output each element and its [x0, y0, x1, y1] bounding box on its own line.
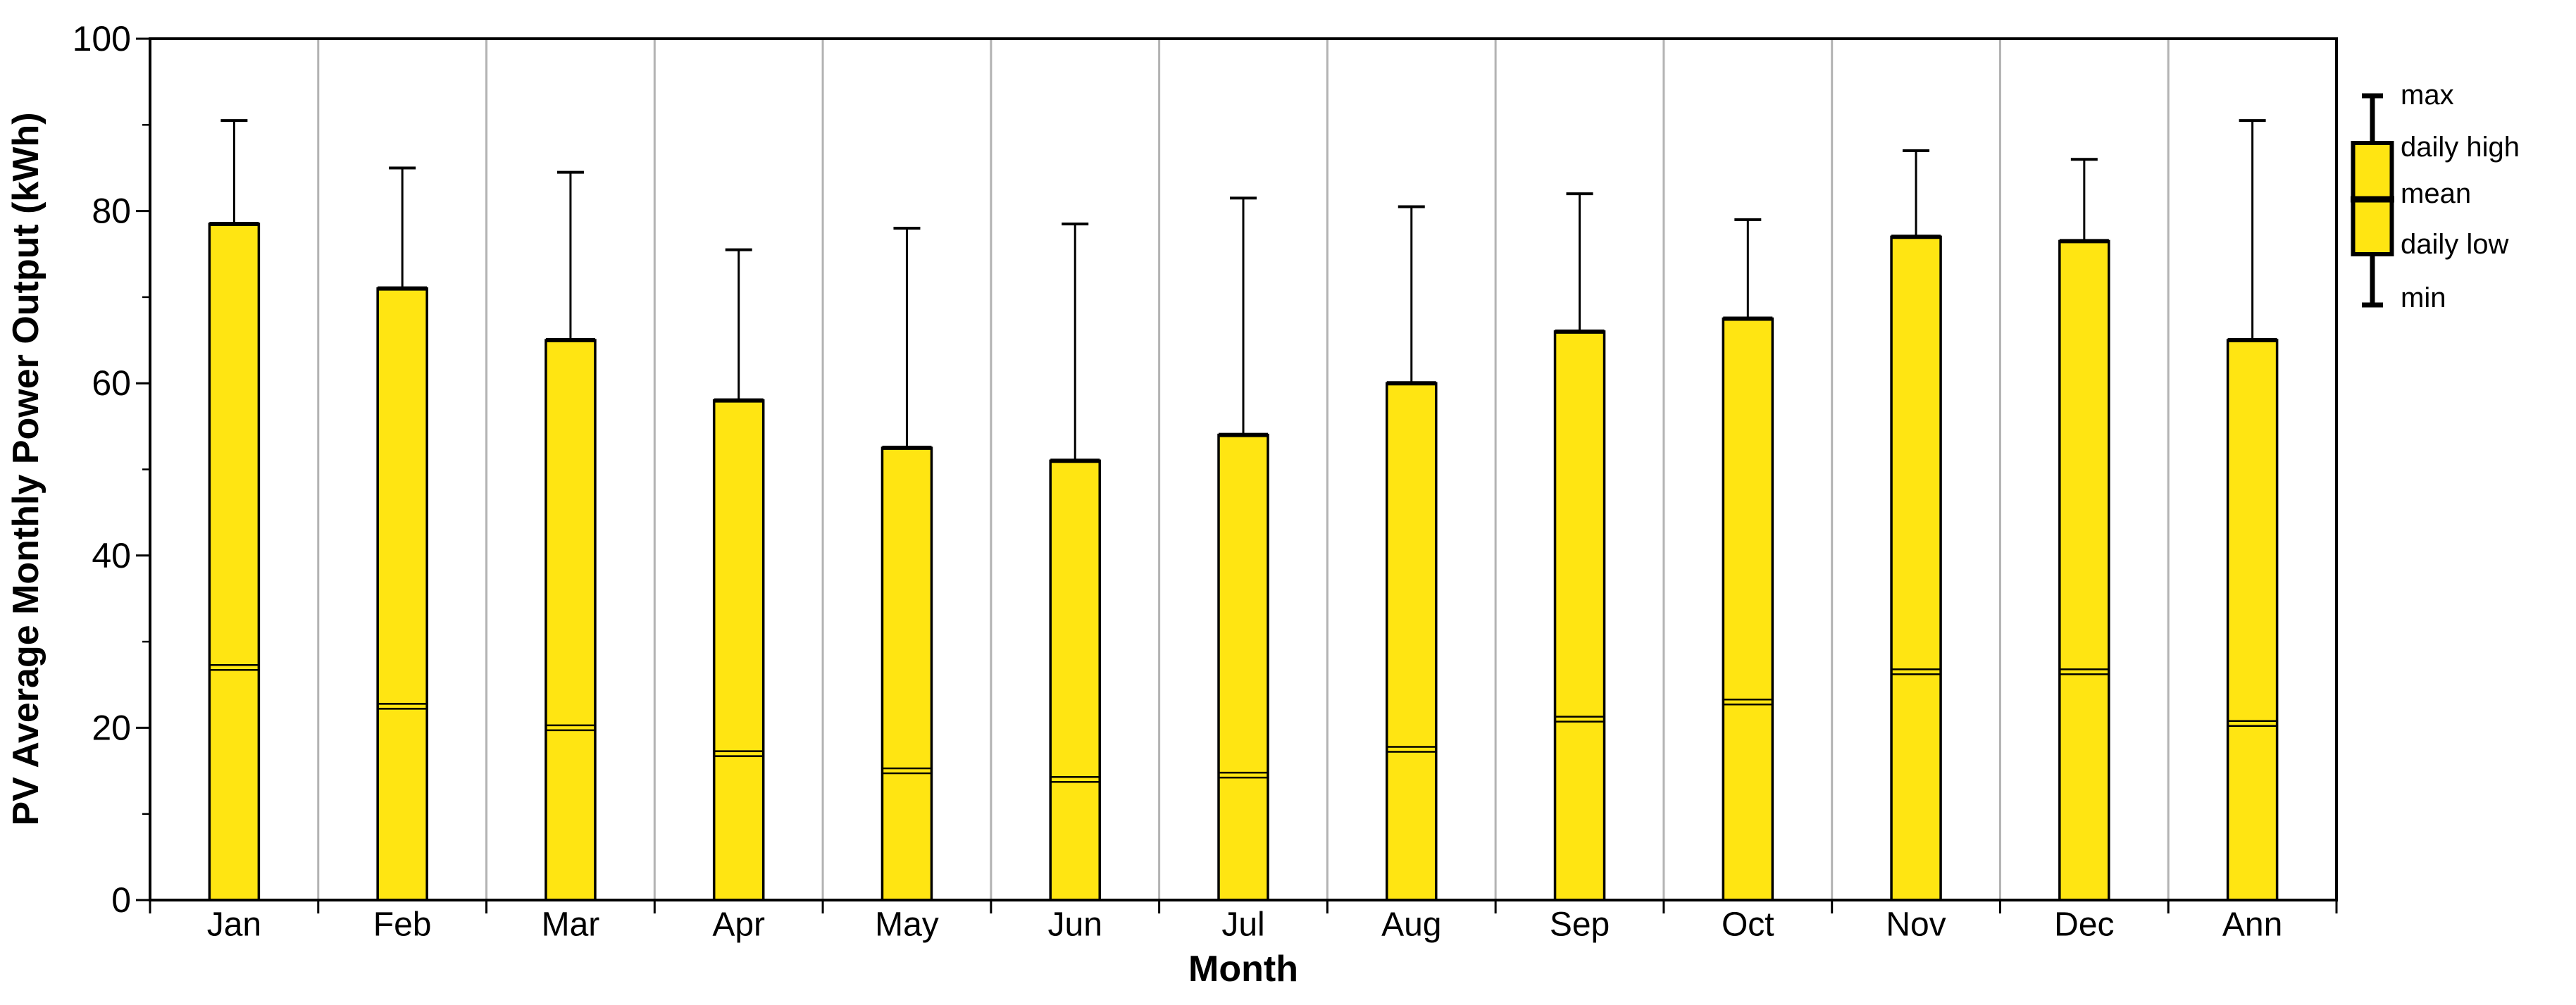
- bar-ann: [2226, 339, 2279, 901]
- bar-sep: [1553, 330, 1606, 901]
- x-tick-label-may: May: [875, 906, 939, 944]
- bar-aug: [1386, 382, 1438, 901]
- bar-dec: [2058, 239, 2110, 901]
- x-tick-label-mar: Mar: [542, 906, 600, 944]
- x-tick-label-nov: Nov: [1886, 906, 1946, 944]
- x-tick-label-aug: Aug: [1381, 906, 1441, 944]
- x-tick-label-jun: Jun: [1048, 906, 1102, 944]
- bar-feb: [376, 287, 428, 901]
- y-tick-label-40: 40: [92, 536, 131, 575]
- legend-label-daily-high: daily high: [2401, 132, 2520, 163]
- bar-may: [881, 447, 933, 901]
- y-tick-label-80: 80: [92, 192, 131, 231]
- bar-jan: [208, 223, 261, 901]
- legend-label-min: min: [2401, 282, 2446, 313]
- x-tick-label-jul: Jul: [1221, 906, 1264, 944]
- y-tick-label-0: 0: [111, 880, 131, 920]
- legend-label-daily-low: daily low: [2401, 229, 2509, 260]
- bar-nov: [1890, 235, 1942, 901]
- x-tick-label-apr: Apr: [712, 906, 765, 944]
- bar-apr: [712, 399, 765, 901]
- x-tick-label-dec: Dec: [2054, 906, 2114, 944]
- x-tick-label-jan: Jan: [207, 906, 261, 944]
- x-tick-label-feb: Feb: [373, 906, 432, 944]
- x-tick-label-sep: Sep: [1550, 906, 1610, 944]
- x-axis-title: Month: [1188, 949, 1298, 990]
- bar-oct: [1722, 317, 1774, 901]
- bar-mar: [545, 339, 597, 901]
- legend-label-max: max: [2401, 80, 2454, 111]
- bar-jun: [1049, 459, 1101, 901]
- y-tick-label-100: 100: [73, 19, 131, 58]
- legend-label-mean: mean: [2401, 178, 2471, 209]
- y-axis-title: PV Average Monthly Power Output (kWh): [6, 112, 46, 825]
- x-tick-label-ann: Ann: [2222, 906, 2282, 944]
- x-tick-label-oct: Oct: [1722, 906, 1774, 944]
- bar-jul: [1217, 433, 1269, 901]
- y-tick-label-60: 60: [92, 363, 131, 403]
- y-tick-label-20: 20: [92, 708, 131, 747]
